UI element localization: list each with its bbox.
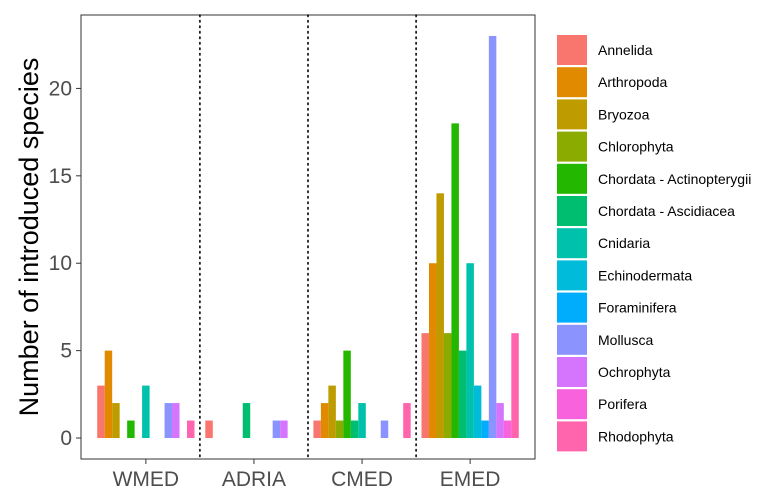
legend-label: Rhodophyta bbox=[598, 428, 674, 444]
legend-label: Chordata - Actinopterygii bbox=[598, 171, 751, 187]
bar-emed-chordata-ascidiacea bbox=[458, 350, 467, 439]
bar-emed-echinodermata bbox=[473, 385, 482, 439]
legend-key bbox=[557, 35, 587, 65]
x-axis: WMED ADRIA CMED EMED bbox=[113, 459, 501, 490]
legend-key bbox=[557, 196, 587, 226]
bar-emed-porifera bbox=[503, 420, 512, 439]
bar-wmed-rhodophyta bbox=[187, 420, 195, 439]
legend-label: Arthropoda bbox=[598, 74, 667, 90]
bar-wmed-bryozoa bbox=[112, 403, 120, 439]
legend-label: Ochrophyta bbox=[598, 364, 671, 380]
bar-cmed-chlorophyta bbox=[335, 420, 344, 439]
legend-key bbox=[557, 228, 587, 259]
bar-emed-chordata-actinopterygii bbox=[451, 123, 459, 439]
legend-key bbox=[557, 131, 587, 162]
bar-emed-ochrophyta bbox=[496, 403, 504, 439]
bar-cmed-chordata-ascidiacea bbox=[350, 420, 359, 439]
legend-label: Mollusca bbox=[598, 332, 653, 348]
legend-label: Porifera bbox=[598, 396, 647, 412]
legend-key bbox=[557, 292, 587, 323]
bar-wmed-arthropoda bbox=[104, 350, 113, 439]
legend-key bbox=[557, 260, 587, 291]
bar-emed-arthropoda bbox=[428, 263, 437, 439]
bar-emed-chlorophyta bbox=[443, 333, 452, 439]
legend-key bbox=[557, 324, 587, 355]
bar-cmed-bryozoa bbox=[328, 385, 336, 439]
legend-key bbox=[557, 389, 587, 420]
y-axis-title: Number of introduced species bbox=[14, 58, 44, 417]
y-tick-label: 10 bbox=[49, 252, 72, 275]
bar-cmed-annelida bbox=[313, 420, 321, 439]
bar-cmed-chordata-actinopterygii bbox=[343, 350, 351, 439]
bar-emed-bryozoa bbox=[436, 193, 444, 439]
y-tick-label: 20 bbox=[49, 77, 72, 100]
bar-adria-chordata-ascidiacea bbox=[242, 403, 251, 439]
legend-key bbox=[557, 99, 587, 130]
y-tick-label: 5 bbox=[60, 340, 72, 363]
bar-cmed-arthropoda bbox=[320, 403, 329, 439]
bar-emed-mollusca bbox=[488, 35, 497, 439]
bar-wmed-chordata-actinopterygii bbox=[127, 420, 135, 439]
bar-wmed-annelida bbox=[97, 385, 105, 439]
x-tick-label: EMED bbox=[440, 468, 501, 490]
legend-key bbox=[557, 357, 587, 387]
legend-key bbox=[557, 421, 587, 452]
legend: Annelida Arthropoda Bryozoa Chlorophyta Chor… bbox=[557, 35, 751, 452]
bars-layer bbox=[97, 35, 519, 439]
bar-wmed-ochrophyta bbox=[172, 403, 180, 439]
legend-label: Echinodermata bbox=[598, 267, 692, 283]
bar-adria-annelida bbox=[205, 420, 213, 439]
legend-label: Chlorophyta bbox=[598, 139, 674, 155]
x-tick-label: ADRIA bbox=[222, 468, 286, 490]
legend-key bbox=[557, 67, 587, 98]
y-tick-label: 15 bbox=[49, 165, 72, 188]
legend-label: Foraminifera bbox=[598, 300, 677, 316]
bar-cmed-cnidaria bbox=[358, 403, 366, 439]
x-tick-label: CMED bbox=[331, 468, 393, 490]
y-axis: 0 5 10 15 20 bbox=[49, 77, 81, 450]
bar-cmed-mollusca bbox=[380, 420, 389, 439]
bar-adria-ochrophyta bbox=[280, 420, 288, 439]
legend-label: Bryozoa bbox=[598, 106, 650, 122]
legend-label: Cnidaria bbox=[598, 235, 650, 251]
category-separators bbox=[199, 14, 417, 460]
legend-label: Annelida bbox=[598, 42, 653, 58]
bar-wmed-mollusca bbox=[164, 403, 173, 439]
bar-cmed-rhodophyta bbox=[403, 403, 411, 439]
bar-adria-mollusca bbox=[272, 420, 281, 439]
bar-emed-annelida bbox=[421, 333, 429, 439]
bar-emed-foraminifera bbox=[481, 420, 489, 439]
legend-key bbox=[557, 163, 587, 194]
bar-emed-rhodophyta bbox=[511, 333, 519, 439]
x-tick-label: WMED bbox=[113, 468, 180, 490]
bar-wmed-cnidaria bbox=[142, 385, 150, 439]
bar-emed-cnidaria bbox=[466, 263, 474, 439]
legend-label: Chordata - Ascidiacea bbox=[598, 203, 735, 219]
y-tick-label: 0 bbox=[60, 427, 72, 450]
